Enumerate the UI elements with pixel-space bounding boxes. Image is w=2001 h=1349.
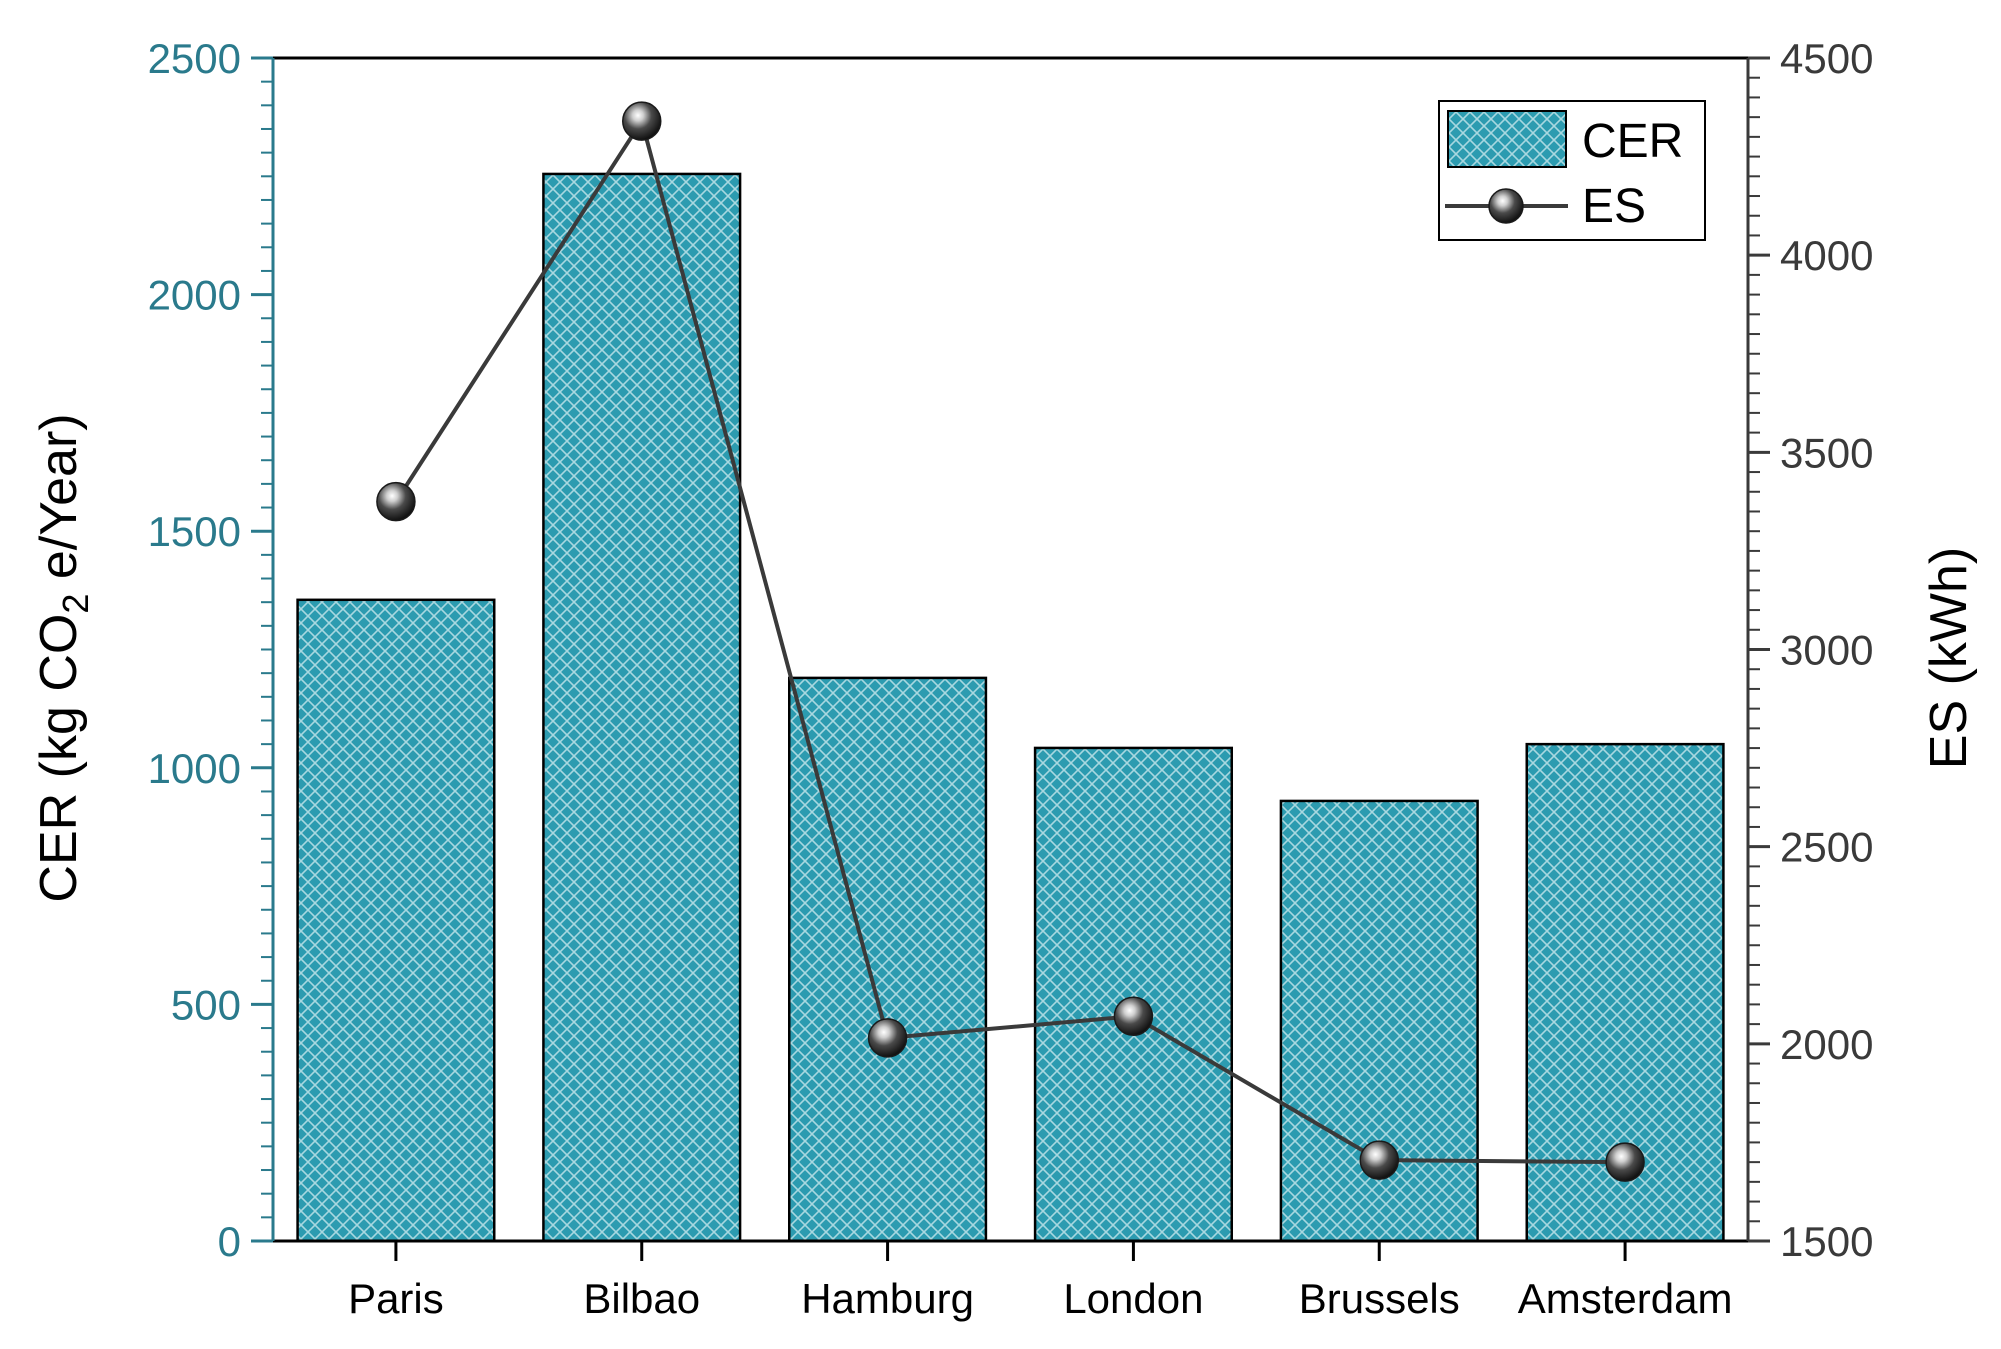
left-tick-label: 0 [218,1218,241,1265]
es-point-amsterdam [1605,1142,1645,1182]
es-point-bilbao [622,101,662,141]
right-tick-label: 3000 [1780,627,1873,674]
right-tick-label: 4500 [1780,35,1873,82]
right-tick-label: 1500 [1780,1218,1873,1265]
left-tick-label: 2500 [148,35,241,82]
legend-label-cer: CER [1582,115,1683,168]
x-tick-label-london: London [1063,1275,1203,1322]
x-tick-label-brussels: Brussels [1299,1275,1460,1322]
legend-swatch-es-marker [1488,188,1524,224]
left-tick-label: 500 [171,981,241,1028]
es-line [394,116,1626,1165]
legend-swatch-cer [1447,110,1567,168]
x-tick-label-bilbao: Bilbao [583,1275,700,1322]
x-tick-label-paris: Paris [348,1275,444,1322]
right-tick-label: 2500 [1780,824,1873,871]
left-tick-label: 1500 [148,508,241,555]
left-axis-ticks: 0 500 1000 1500 2000 2500 [148,35,273,1265]
es-line-group [376,101,1645,1182]
x-tick-label-hamburg: Hamburg [801,1275,974,1322]
cer-bar-paris [296,598,496,1243]
right-axis-title: ES (kWh) [1920,547,1978,769]
right-tick-label: 2000 [1780,1021,1873,1068]
es-point-london [1113,996,1154,1036]
es-point-hamburg [867,1018,908,1058]
legend-label-es: ES [1582,180,1646,233]
left-tick-label: 1000 [148,745,241,792]
chart-legend: CER ES [1438,100,1706,241]
left-tick-label: 2000 [148,272,241,319]
cer-bar-london [1033,746,1234,1243]
x-axis-ticks: Paris Bilbao Hamburg London Brussels Amsterda… [348,1241,1732,1322]
right-tick-label: 3500 [1780,429,1873,476]
right-tick-label: 4000 [1780,232,1873,279]
es-point-paris [376,481,416,522]
cer-bar-bilbao [542,172,742,1243]
cer-bars-group [296,172,1725,1243]
right-axis-ticks: 1500 2000 2500 3000 3500 4000 4500 [1748,35,1873,1265]
x-tick-label-amsterdam: Amsterdam [1518,1275,1733,1322]
cer-bar-hamburg [788,676,988,1243]
es-point-brussels [1359,1140,1399,1180]
left-axis-title: CER (kg CO2 e/Year) [30,413,96,902]
